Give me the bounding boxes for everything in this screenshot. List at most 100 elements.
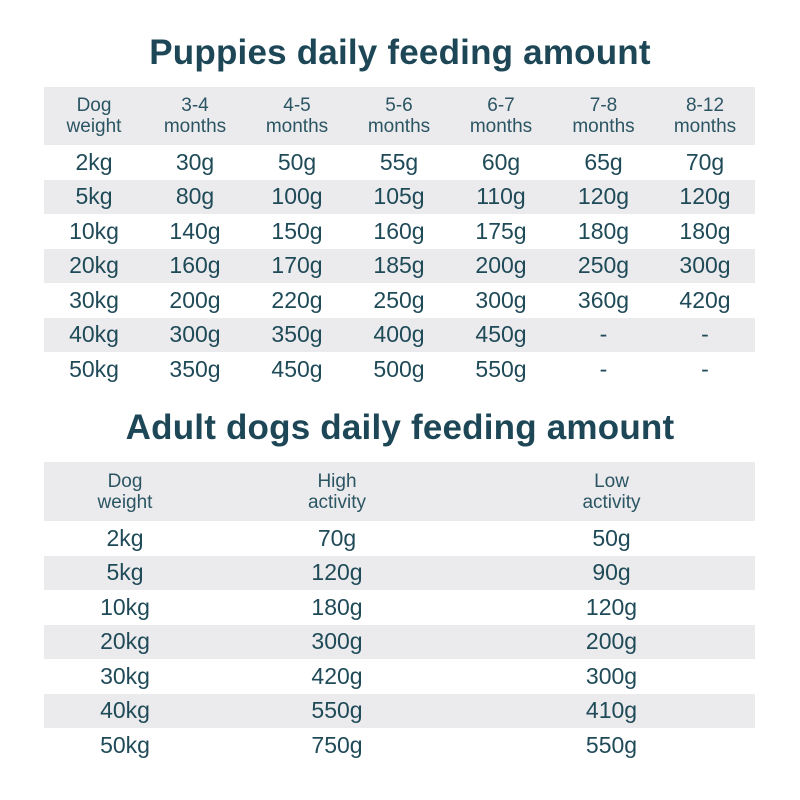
table-cell: 300g — [169, 321, 221, 348]
table-row: 50kg 350g 450g 500g 550g - - — [44, 352, 755, 387]
table-cell: 300g — [679, 252, 731, 279]
table-cell: 400g — [373, 321, 425, 348]
table-cell: 420g — [679, 286, 731, 313]
table-cell: 120g — [311, 559, 363, 586]
table-cell: - — [599, 321, 608, 348]
table-cell: 450g — [475, 321, 527, 348]
table-cell: 160g — [169, 252, 221, 279]
table-cell: 100g — [271, 183, 323, 210]
table-cell: 10kg — [69, 217, 119, 244]
header-line: Dog — [107, 470, 143, 492]
table-cell: 200g — [169, 286, 221, 313]
table-cell: 410g — [585, 697, 638, 724]
table-row: 20kg 160g 170g 185g 200g 250g 300g — [44, 248, 755, 283]
column-header-6-7-months: 6-7 months — [450, 87, 552, 145]
table-cell: 40kg — [69, 321, 119, 348]
column-header-5-6-months: 5-6 months — [348, 87, 450, 145]
table-cell: 2kg — [75, 148, 113, 175]
table-cell: 80g — [175, 183, 215, 210]
table-cell: 55g — [379, 148, 419, 175]
table-cell: 10kg — [100, 593, 150, 620]
table-cell: 450g — [271, 355, 323, 382]
puppies-feeding-table: Dog weight 3-4 months 4-5 months 5-6 months … — [44, 87, 755, 387]
table-cell: 120g — [679, 183, 731, 210]
table-row: 5kg 120g 90g — [44, 555, 755, 590]
table-cell: 20kg — [69, 252, 119, 279]
table-cell: 2kg — [106, 524, 144, 551]
header-line: 3-4 — [181, 95, 209, 116]
header-line: months — [163, 116, 227, 137]
header-line: weight — [97, 491, 153, 513]
header-line: 7-8 — [589, 95, 618, 116]
table-cell: 200g — [585, 628, 638, 655]
header-line: High — [317, 470, 357, 492]
table-row: 50kg 750g 550g — [44, 728, 755, 763]
adults-feeding-title: Adult dogs daily feeding amount — [125, 408, 675, 447]
table-cell: 170g — [271, 252, 323, 279]
column-header-dog-weight: Dog weight — [44, 462, 206, 521]
header-line: months — [673, 116, 737, 137]
column-header-4-5-months: 4-5 months — [246, 87, 348, 145]
table-cell: 220g — [271, 286, 323, 313]
table-cell: 5kg — [106, 559, 144, 586]
table-cell: 550g — [585, 731, 638, 758]
table-row: 10kg 140g 150g 160g 175g 180g 180g — [44, 214, 755, 249]
column-header-3-4-months: 3-4 months — [144, 87, 246, 145]
table-cell: 180g — [311, 593, 363, 620]
header-line: weight — [66, 116, 122, 137]
table-cell: 65g — [584, 148, 623, 175]
table-header-row: Dog weight 3-4 months 4-5 months 5-6 months … — [44, 87, 755, 145]
column-header-dog-weight: Dog weight — [44, 87, 144, 145]
table-cell: 140g — [169, 217, 221, 244]
header-line: months — [367, 116, 431, 137]
table-cell: 350g — [169, 355, 221, 382]
table-cell: 40kg — [100, 697, 150, 724]
header-line: Dog — [76, 95, 112, 116]
header-line: months — [469, 116, 533, 137]
header-line: 4-5 — [283, 95, 311, 116]
table-cell: 420g — [311, 662, 363, 689]
table-cell: 50g — [592, 524, 631, 551]
table-cell: 30kg — [100, 662, 150, 689]
header-line: 6-7 — [487, 95, 515, 116]
table-row: 10kg 180g 120g — [44, 590, 755, 625]
table-cell: 110g — [476, 183, 526, 210]
table-cell: 250g — [373, 286, 425, 313]
table-cell: 50g — [277, 148, 317, 175]
table-cell: 70g — [685, 148, 725, 175]
header-line: activity — [582, 491, 641, 513]
table-row: 40kg 550g 410g — [44, 693, 755, 728]
header-line: 8-12 — [685, 95, 725, 116]
table-cell: 350g — [271, 321, 323, 348]
table-cell: 60g — [481, 148, 521, 175]
adults-feeding-table: Dog weight High activity Low activity 2kg 70… — [44, 462, 755, 763]
table-cell: 105g — [373, 183, 425, 210]
table-cell: 30kg — [69, 286, 119, 313]
table-row: 2kg 70g 50g — [44, 521, 755, 556]
table-cell: 175g — [475, 217, 527, 244]
table-cell: 90g — [592, 559, 631, 586]
table-cell: 180g — [679, 217, 731, 244]
table-cell: 160g — [373, 217, 425, 244]
table-cell: 550g — [475, 355, 527, 382]
table-cell: 300g — [475, 286, 527, 313]
header-line: months — [572, 116, 635, 137]
table-cell: 300g — [311, 628, 363, 655]
table-cell: 70g — [317, 524, 357, 551]
table-cell: 185g — [373, 252, 425, 279]
table-row: 30kg 420g 300g — [44, 659, 755, 694]
table-cell: 180g — [577, 217, 630, 244]
table-cell: 20kg — [100, 628, 150, 655]
table-cell: - — [599, 355, 608, 382]
header-line: months — [265, 116, 329, 137]
table-row: 40kg 300g 350g 400g 450g - - — [44, 317, 755, 352]
table-row: 2kg 30g 50g 55g 60g 65g 70g — [44, 145, 755, 180]
table-cell: 150g — [271, 217, 323, 244]
table-cell: 200g — [475, 252, 527, 279]
column-header-7-8-months: 7-8 months — [552, 87, 655, 145]
table-header-row: Dog weight High activity Low activity — [44, 462, 755, 521]
column-header-low-activity: Low activity — [468, 462, 755, 521]
column-header-high-activity: High activity — [206, 462, 468, 521]
header-line: 5-6 — [385, 95, 413, 116]
table-cell: 120g — [585, 593, 638, 620]
